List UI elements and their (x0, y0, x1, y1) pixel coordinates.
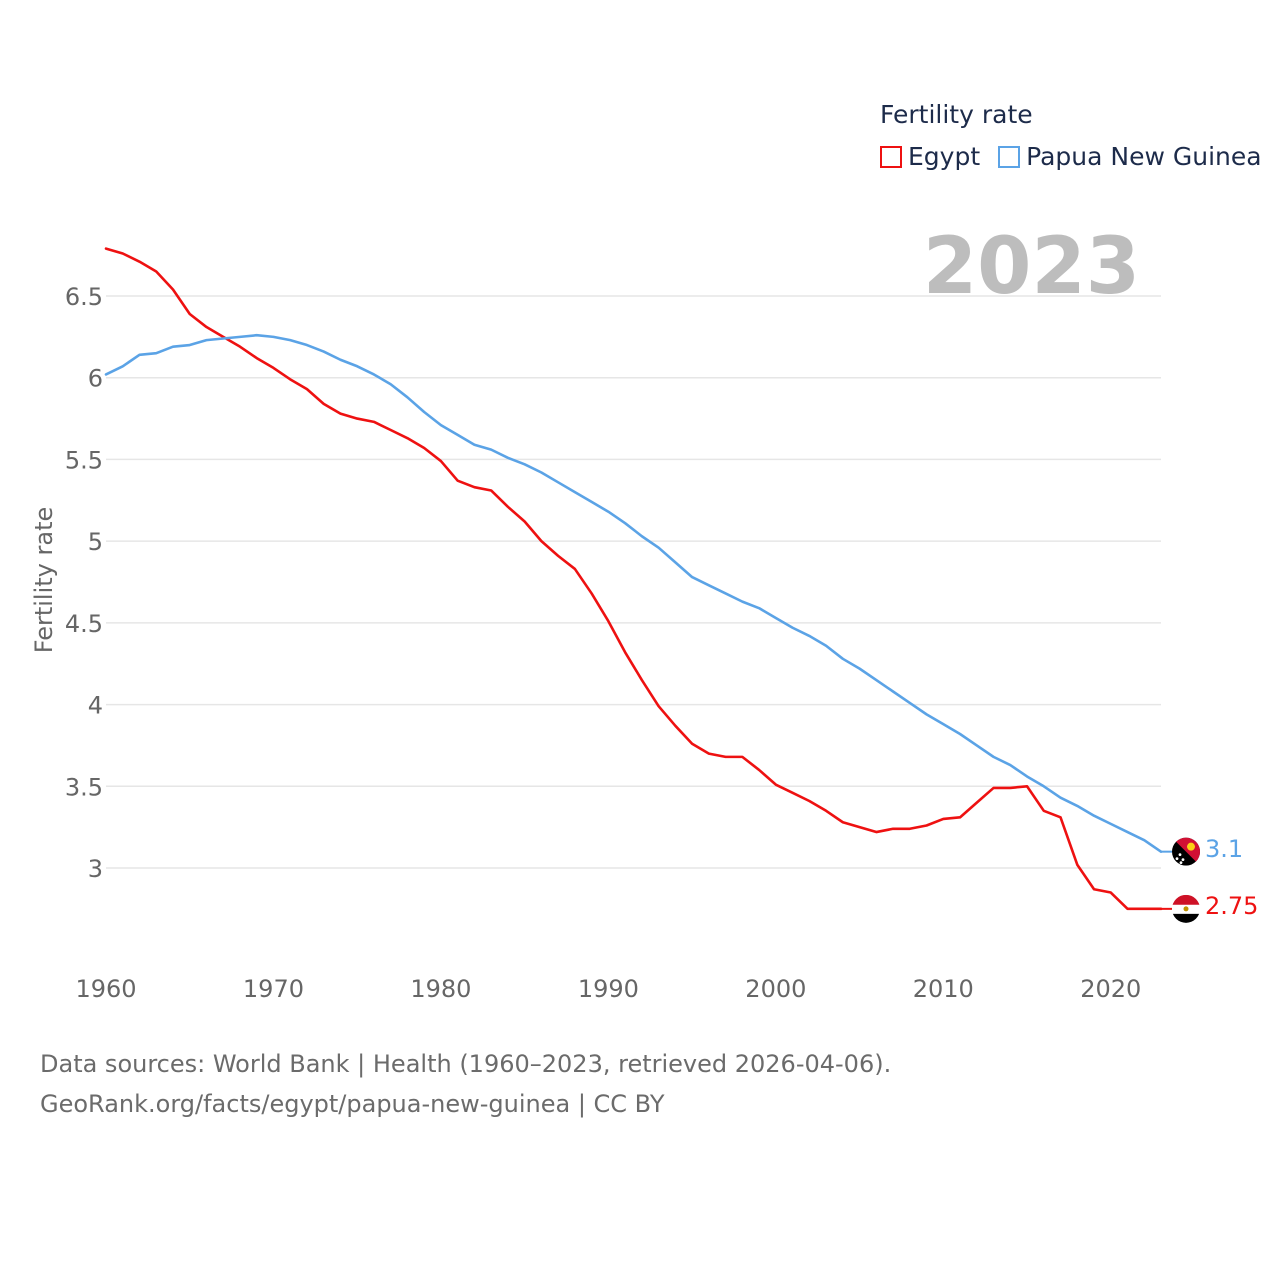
year-label: 2023 (922, 222, 1140, 312)
x-tick-label: 2010 (913, 975, 974, 1003)
y-tick-label: 6 (88, 365, 103, 393)
grid-lines (106, 295, 1161, 869)
end-value-label-png: 3.1 (1205, 835, 1244, 863)
series-points (105, 248, 1162, 909)
x-tick-label: 2000 (745, 975, 806, 1003)
series-line-papua-new-guinea[interactable] (104, 333, 1163, 853)
papua-new-guinea-flag-icon (1172, 837, 1200, 866)
series-line-egypt[interactable] (104, 247, 1163, 911)
y-axis-label: Fertility rate (30, 507, 58, 654)
y-tick-label: 6.5 (65, 283, 103, 311)
end-flags (1161, 837, 1200, 923)
y-axis-ticks: 3 3.5 4 4.5 5 5.5 6 6.5 (65, 283, 103, 883)
y-tick-label: 5 (88, 528, 103, 556)
x-tick-label: 1990 (578, 975, 639, 1003)
legend-swatch-egypt (880, 145, 902, 168)
y-tick-label: 4.5 (65, 610, 103, 638)
footer: Data sources: World Bank | Health (1960–… (40, 1044, 891, 1124)
y-tick-label: 3.5 (65, 773, 103, 801)
legend-item-papua-new-guinea[interactable]: Papua New Guinea (998, 142, 1262, 171)
footer-attribution-link[interactable]: GeoRank.org/facts/egypt/papua-new-guinea… (40, 1090, 665, 1118)
x-tick-label: 1980 (410, 975, 471, 1003)
x-axis-ticks: 1960 1970 1980 1990 2000 2010 2020 (75, 975, 1141, 1003)
legend-label-egypt: Egypt (908, 142, 981, 171)
y-tick-label: 4 (88, 692, 103, 720)
legend-label-papua-new-guinea: Papua New Guinea (1026, 142, 1262, 171)
legend-swatch-papua-new-guinea (998, 145, 1021, 168)
footer-data-sources: Data sources: World Bank | Health (1960–… (40, 1050, 892, 1078)
x-tick-label: 1960 (75, 975, 136, 1003)
legend-item-egypt[interactable]: Egypt (880, 142, 980, 171)
y-tick-label: 3 (88, 855, 103, 883)
end-value-label-egypt: 2.75 (1205, 892, 1259, 920)
y-tick-label: 5.5 (65, 446, 103, 474)
legend: Egypt Papua New Guinea (880, 142, 1280, 171)
x-tick-label: 1970 (243, 975, 304, 1003)
x-tick-label: 2020 (1080, 975, 1141, 1003)
series-lines (104, 247, 1163, 911)
egypt-flag-icon (1172, 894, 1200, 923)
legend-title: Fertility rate (880, 100, 1033, 129)
